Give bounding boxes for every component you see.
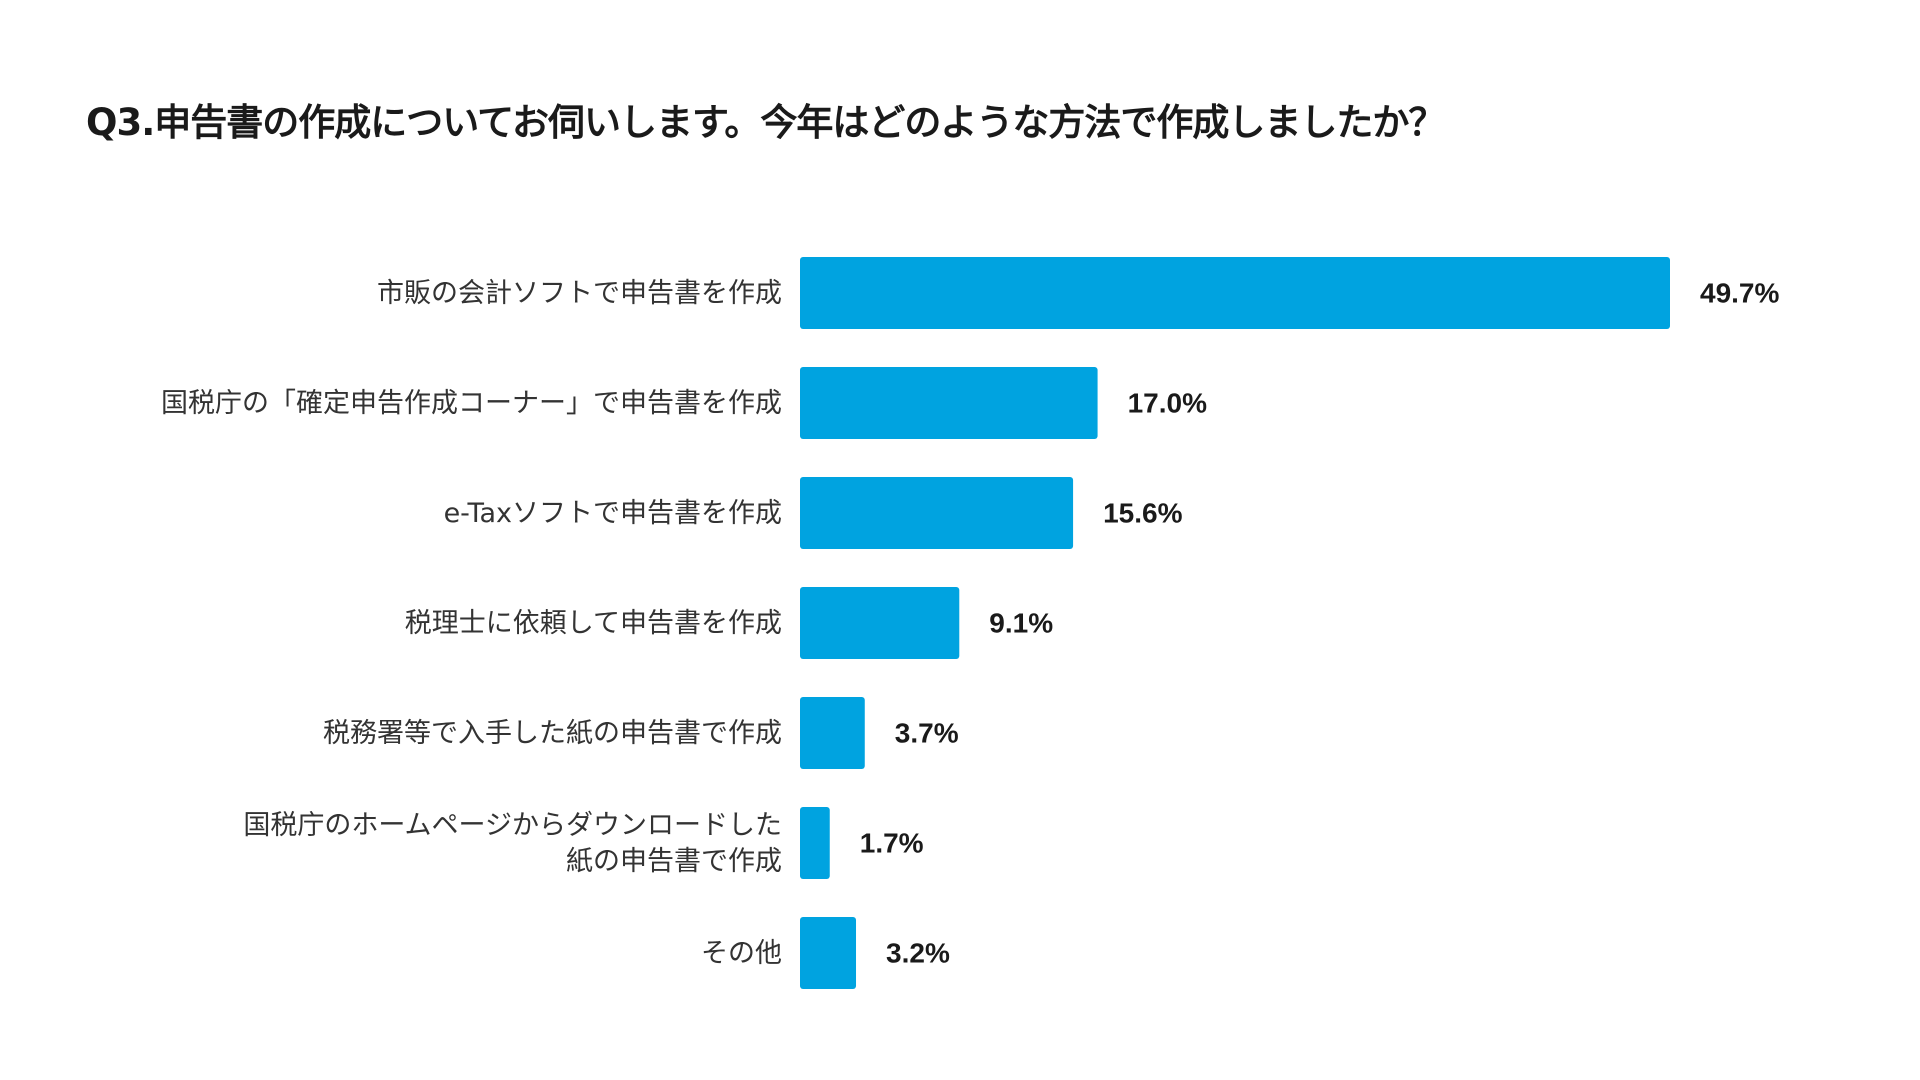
value-label-5: 3.7% — [895, 718, 959, 749]
value-label-4: 9.1% — [989, 608, 1053, 639]
value-label-2: 17.0% — [1128, 388, 1207, 419]
bar-3 — [800, 477, 1074, 549]
value-label-1: 49.7% — [1700, 278, 1779, 309]
bar-6 — [800, 807, 830, 879]
value-label-3: 15.6% — [1103, 498, 1182, 529]
category-label-3: e-Taxソフトで申告書を作成 — [444, 498, 782, 529]
chart-title: Q3.申告書の作成についてお伺いします。今年はどのような方法で作成しましたか？ — [86, 101, 1445, 144]
bar-4 — [800, 587, 960, 659]
bar-7 — [800, 917, 857, 989]
category-label-4: 税理士に依頼して申告書を作成 — [405, 608, 782, 639]
bar-5 — [800, 697, 865, 769]
category-label-5: 税務署等で入手した紙の申告書で作成 — [323, 718, 782, 749]
value-label-7: 3.2% — [886, 938, 950, 969]
value-label-6: 1.7% — [860, 828, 924, 859]
category-label-2: 国税庁の「確定申告作成コーナー」で申告書を作成 — [161, 388, 782, 419]
category-label-1: 市販の会計ソフトで申告書を作成 — [377, 278, 782, 309]
bar-1 — [800, 257, 1670, 329]
category-label-7: その他 — [701, 938, 782, 969]
category-label-6: 国税庁のホームページからダウンロードした紙の申告書で作成 — [243, 810, 782, 877]
bar-2 — [800, 367, 1098, 439]
